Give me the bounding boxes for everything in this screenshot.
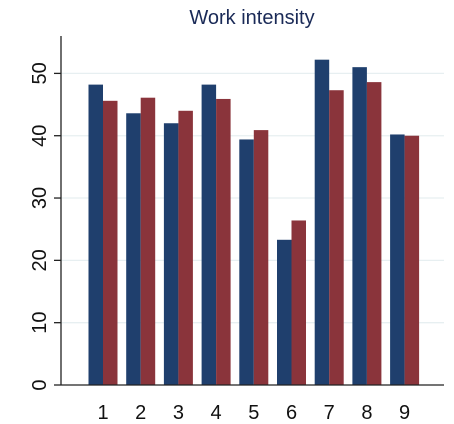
bar-category-4-series-1 xyxy=(201,84,217,385)
y-axis-ticks: 0 10 20 30 40 50 xyxy=(29,62,61,391)
bar-category-2-series-1 xyxy=(126,113,141,386)
bar-category-2-series-2 xyxy=(140,97,156,385)
bar-category-7-series-1 xyxy=(314,59,330,386)
bar-category-8-series-2 xyxy=(366,82,382,385)
axes xyxy=(60,36,444,386)
bar-category-8-series-1 xyxy=(352,67,367,386)
y-tick-label: 20 xyxy=(29,249,51,271)
bar-category-5-series-2 xyxy=(253,130,269,385)
bar-category-1-series-2 xyxy=(103,100,118,386)
bar-category-9-series-2 xyxy=(404,135,420,385)
x-tick-label: 2 xyxy=(135,402,146,424)
bar-category-5-series-1 xyxy=(239,139,254,385)
x-tick-label: 5 xyxy=(248,402,259,424)
chart-title: Work intensity xyxy=(189,7,314,29)
y-tick-label: 40 xyxy=(29,125,51,147)
bar-category-4-series-2 xyxy=(216,98,231,385)
x-axis-ticks: 1 2 3 4 5 6 7 8 9 xyxy=(97,402,410,424)
y-tick-label: 0 xyxy=(29,379,51,390)
bar-category-7-series-2 xyxy=(329,90,344,386)
y-tick-label: 50 xyxy=(29,62,51,84)
bar-category-6-series-1 xyxy=(277,239,292,385)
bar-category-1-series-1 xyxy=(88,84,103,385)
bars xyxy=(88,59,420,386)
x-tick-label: 4 xyxy=(211,402,222,424)
x-tick-label: 6 xyxy=(286,402,297,424)
x-tick-label: 3 xyxy=(173,402,184,424)
bar-category-6-series-2 xyxy=(291,220,306,385)
bar-category-3-series-2 xyxy=(178,110,193,386)
y-tick-label: 10 xyxy=(29,312,51,334)
x-tick-label: 7 xyxy=(324,402,335,424)
x-tick-label: 1 xyxy=(97,402,108,424)
x-tick-label: 8 xyxy=(361,402,372,424)
bar-category-9-series-1 xyxy=(390,134,405,385)
bar-category-3-series-1 xyxy=(163,123,179,385)
y-tick-label: 30 xyxy=(29,187,51,209)
x-tick-label: 9 xyxy=(399,402,410,424)
